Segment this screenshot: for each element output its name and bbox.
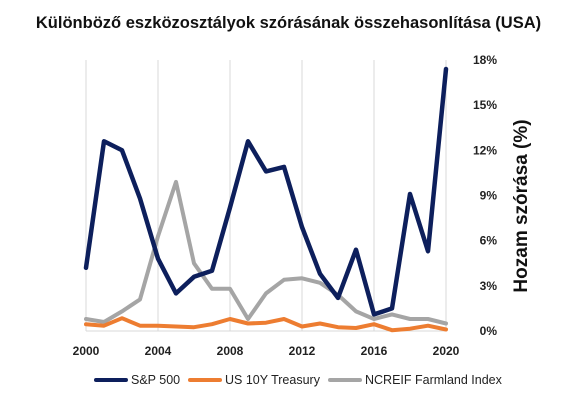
y-tick-label: 3% xyxy=(480,279,498,293)
x-tick-labels: 2000 2004 2008 2012 2016 2020 xyxy=(73,344,460,358)
y-tick-label: 15% xyxy=(473,98,497,112)
x-tick-label: 2004 xyxy=(145,344,172,358)
series-lines xyxy=(83,66,449,333)
y-tick-label: 12% xyxy=(473,143,497,157)
x-tick-label: 2000 xyxy=(73,344,100,358)
legend-item-3: NCREIF Farmland Index xyxy=(328,373,503,387)
y-tick-labels: 0% 3% 6% 9% 12% 15% 18% xyxy=(473,53,497,338)
legend-label: US 10Y Treasury xyxy=(225,373,321,387)
legend-item-1: S&P 500 xyxy=(94,373,180,387)
grid-lines xyxy=(85,60,447,331)
series-line-1 xyxy=(83,66,449,317)
y-tick-label: 18% xyxy=(473,53,497,67)
series-line-2 xyxy=(84,316,448,333)
y-tick-label: 6% xyxy=(480,234,498,248)
legend-item-2: US 10Y Treasury xyxy=(188,373,321,387)
legend: S&P 500 US 10Y Treasury NCREIF Farmland In… xyxy=(94,373,503,387)
y-tick-label: 0% xyxy=(480,324,498,338)
legend-label: NCREIF Farmland Index xyxy=(365,373,503,387)
x-tick-label: 2008 xyxy=(217,344,244,358)
chart-title: Különböző eszközosztályok szórásának öss… xyxy=(35,14,542,32)
x-tick-label: 2016 xyxy=(361,344,388,358)
series-line-3 xyxy=(84,179,448,326)
y-axis-label: Hozam szórása (%) xyxy=(511,119,532,292)
x-tick-label: 2020 xyxy=(433,344,460,358)
y-tick-label: 9% xyxy=(480,189,498,203)
x-tick-label: 2012 xyxy=(289,344,316,358)
legend-label: S&P 500 xyxy=(131,373,180,387)
